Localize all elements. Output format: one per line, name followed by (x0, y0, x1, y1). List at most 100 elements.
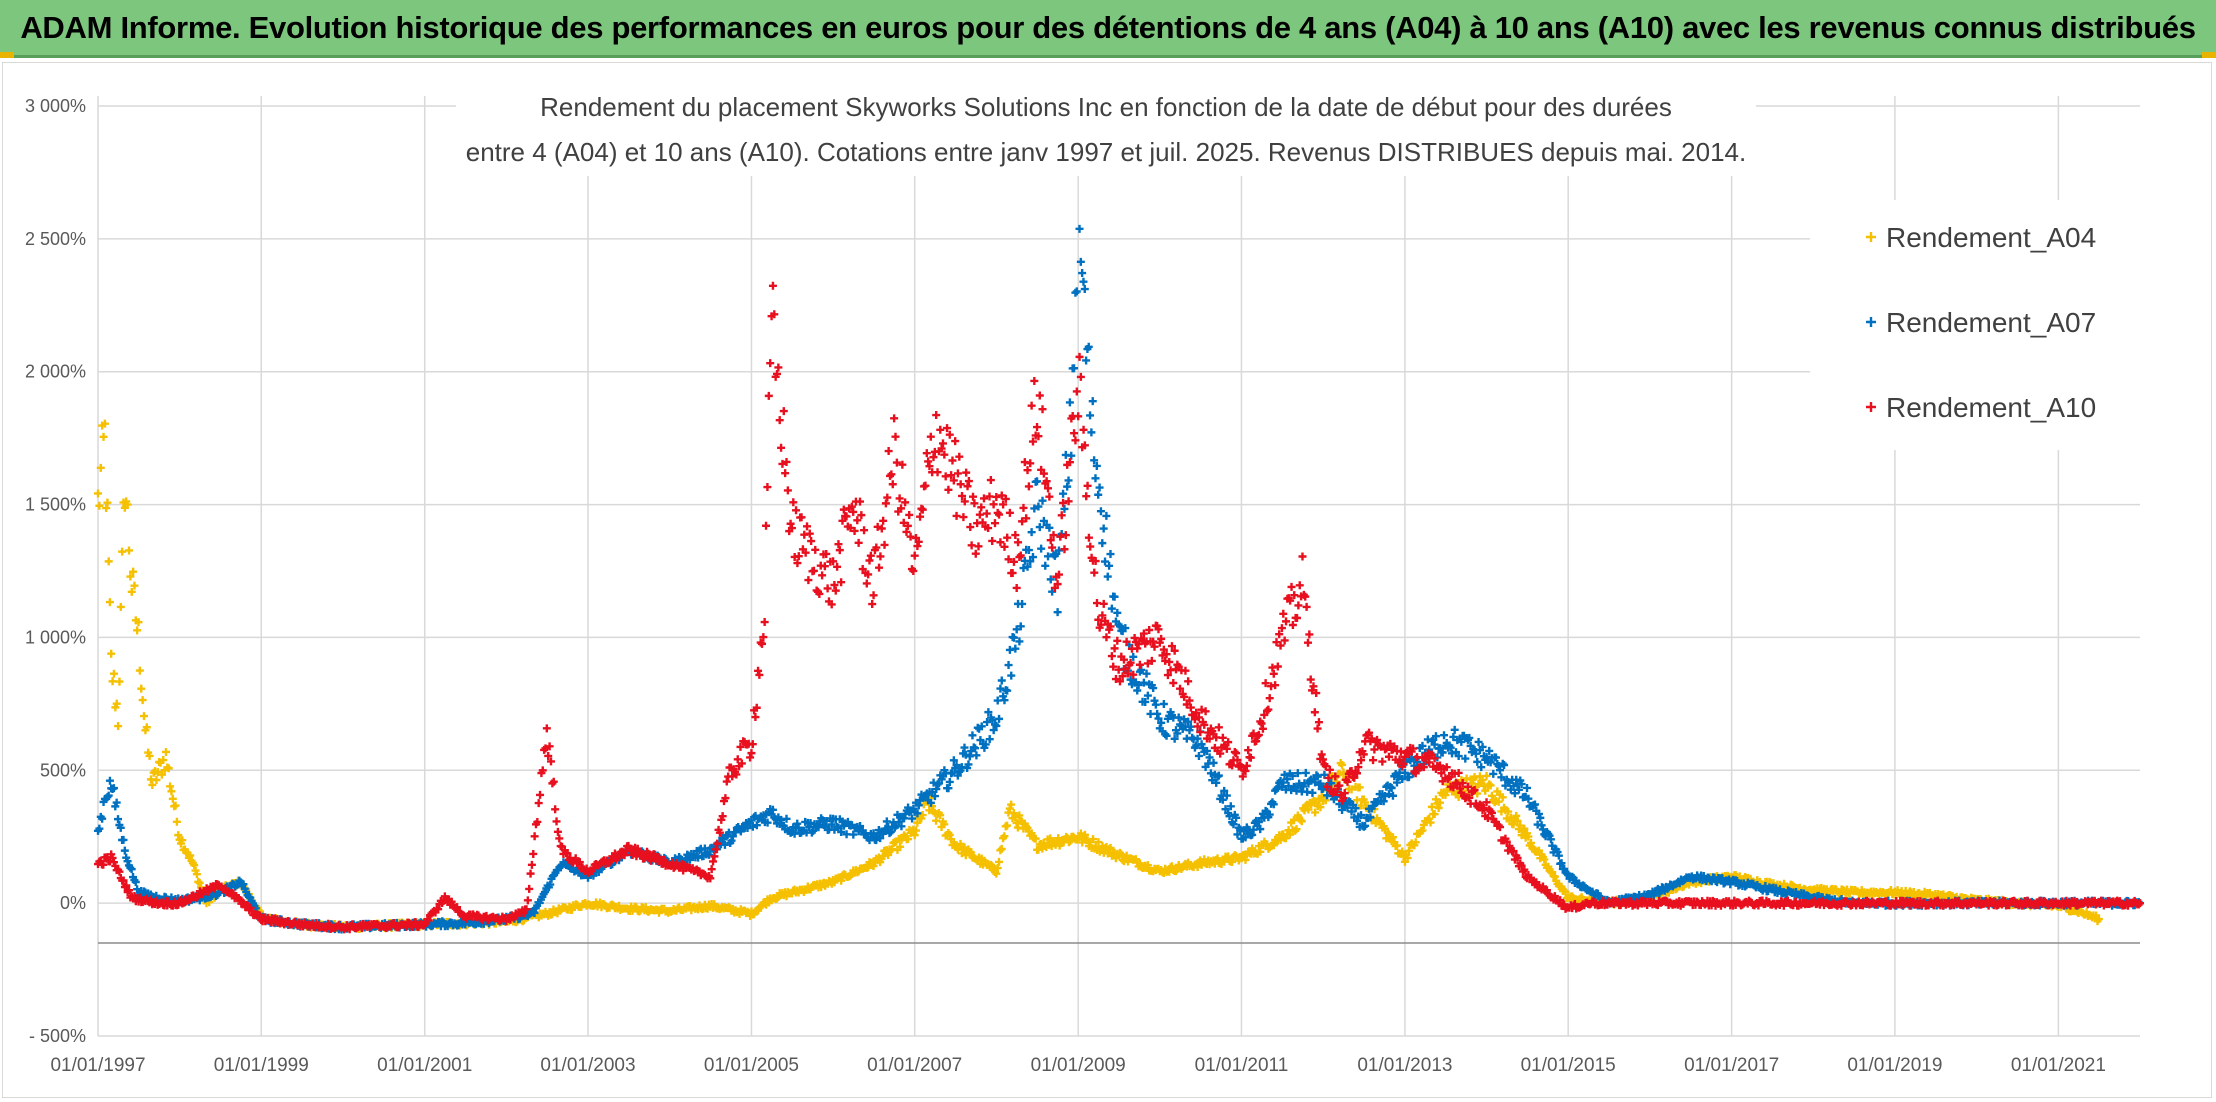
data-point (992, 721, 1001, 730)
data-point (944, 784, 953, 793)
data-point (1361, 821, 1370, 830)
data-point (99, 860, 108, 869)
data-point (1347, 807, 1356, 816)
y-tick-label: 3 000% (25, 96, 86, 116)
data-point (1184, 717, 1193, 726)
data-point (114, 722, 123, 731)
data-point (1271, 681, 1280, 690)
data-point (1193, 863, 1202, 872)
data-point (971, 549, 980, 558)
data-point (1082, 492, 1091, 501)
data-point (936, 811, 945, 820)
data-point (722, 777, 731, 786)
data-point (910, 551, 919, 560)
data-point (1351, 804, 1360, 813)
data-point (1440, 731, 1449, 740)
data-point (1557, 859, 1566, 868)
data-point (1098, 539, 1107, 548)
data-point (1317, 792, 1326, 801)
legend-label: Rendement_A07 (1886, 307, 2096, 338)
data-point (754, 666, 763, 675)
data-point (1161, 730, 1170, 739)
data-point (1012, 818, 1021, 827)
y-tick-label: 1 500% (25, 495, 86, 515)
data-point (1079, 277, 1088, 286)
data-point (1060, 545, 1069, 554)
data-point (1269, 800, 1278, 809)
data-point (876, 552, 885, 561)
data-point (1078, 838, 1087, 847)
data-point (1071, 288, 1080, 297)
data-point (1011, 531, 1020, 540)
data-point (837, 876, 846, 885)
data-point (913, 818, 922, 827)
x-tick-label: 01/01/2005 (704, 1055, 799, 1076)
data-point (1067, 451, 1076, 460)
data-point (944, 485, 953, 494)
data-point (108, 677, 117, 686)
data-point (1517, 831, 1526, 840)
data-point (1485, 746, 1494, 755)
data-point (1053, 608, 1062, 617)
data-point (1426, 818, 1435, 827)
data-point (167, 787, 176, 796)
data-point (1523, 783, 1532, 792)
data-point (1478, 775, 1487, 784)
data-point (239, 880, 248, 889)
data-point (842, 512, 851, 521)
data-point (542, 724, 551, 733)
data-point (1494, 797, 1503, 806)
data-point (1026, 459, 1035, 468)
data-point (985, 735, 994, 744)
data-point (1269, 841, 1278, 850)
y-tick-label: 2 000% (25, 362, 86, 382)
data-point (1310, 708, 1319, 717)
data-point (1347, 785, 1356, 794)
data-point (972, 751, 981, 760)
data-point (794, 552, 803, 561)
data-point (982, 509, 991, 518)
y-tick-label: 1 000% (25, 627, 86, 647)
data-point (748, 740, 757, 749)
data-point (707, 865, 716, 874)
data-point (945, 830, 954, 839)
data-point (124, 546, 133, 555)
report-banner: ADAM Informe. Evolution historique des p… (0, 0, 2216, 58)
data-point (837, 827, 846, 836)
data-point (1209, 758, 1218, 767)
data-point (1256, 825, 1265, 834)
data-point (1012, 625, 1021, 634)
data-point (555, 834, 564, 843)
data-point (1064, 476, 1073, 485)
data-point (758, 639, 767, 648)
data-point (948, 456, 957, 465)
data-point (888, 480, 897, 489)
data-point (1269, 669, 1278, 678)
data-point (886, 827, 895, 836)
data-point (1092, 461, 1101, 470)
data-point (1379, 797, 1388, 806)
data-point (1035, 391, 1044, 400)
data-point (527, 860, 536, 869)
data-point (1288, 621, 1297, 630)
data-point (970, 499, 979, 508)
data-point (868, 600, 877, 609)
data-point (906, 532, 915, 541)
data-point (1288, 771, 1297, 780)
data-point (98, 814, 107, 823)
data-point (1537, 821, 1546, 830)
data-point (105, 598, 114, 607)
data-point (896, 842, 905, 851)
data-point (1366, 813, 1375, 822)
data-point (1486, 758, 1495, 767)
data-point (1099, 599, 1108, 608)
data-point (854, 538, 863, 547)
data-point (884, 447, 893, 456)
data-point (988, 716, 997, 725)
chart-title-line2: entre 4 (A04) et 10 ans (A10). Cotations… (466, 137, 1747, 167)
data-point (1030, 504, 1039, 513)
data-point (1096, 507, 1105, 516)
data-point (733, 755, 742, 764)
data-point (1099, 524, 1108, 533)
data-point (161, 747, 170, 756)
